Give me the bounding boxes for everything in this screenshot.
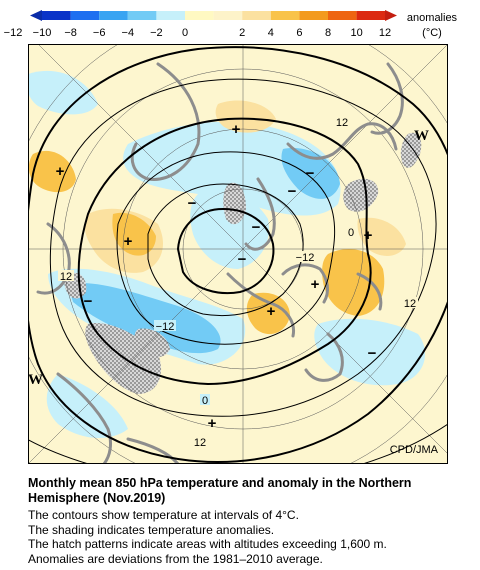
- colorbar-tick: −10: [33, 27, 52, 39]
- anomaly-minus-marker: −: [288, 183, 297, 200]
- anomaly-plus-marker: +: [208, 415, 217, 432]
- colorbar-tick: −4: [122, 27, 135, 39]
- colorbar-tick: −8: [64, 27, 77, 39]
- caption-line: The contours show temperature at interva…: [28, 508, 299, 522]
- anomaly-minus-marker: −: [306, 165, 315, 182]
- coastline: [370, 62, 404, 135]
- contour-label: 12: [194, 437, 206, 449]
- colorbar-tick: 12: [379, 27, 391, 39]
- anomaly-plus-marker: +: [267, 303, 276, 320]
- contour-label: 12: [60, 271, 72, 283]
- colorbar-tick: 8: [325, 27, 331, 39]
- map-credit: CPD/JMA: [389, 444, 438, 456]
- coastline: [226, 272, 296, 338]
- warm-anomaly-region: [28, 150, 76, 193]
- contour-line: [28, 46, 448, 463]
- contour-label: 12: [404, 298, 416, 310]
- anomaly-plus-marker: +: [232, 121, 241, 138]
- colorbar-segment: [99, 11, 128, 20]
- colorbar-right-arrow: [385, 10, 397, 21]
- coastline: [356, 272, 383, 311]
- warm-anomaly-region: [357, 217, 406, 256]
- caption: Monthly mean 850 hPa temperature and ano…: [28, 476, 468, 566]
- colorbar-segment: [70, 11, 100, 20]
- warm-anomaly-region: [215, 100, 276, 133]
- colorbar-tick: 0: [182, 27, 188, 39]
- side-mark: W: [28, 372, 43, 388]
- cool-anomaly-region: [123, 121, 341, 216]
- contour-label: −12: [156, 321, 175, 333]
- contour-line: [176, 207, 275, 295]
- anomaly-plus-marker: +: [56, 163, 65, 180]
- contour-label: 0: [348, 227, 354, 239]
- hatch-region: [343, 178, 379, 212]
- coastline: [130, 62, 201, 181]
- coastline: [126, 437, 180, 464]
- meridian: [242, 44, 448, 250]
- meridian: [37, 44, 244, 250]
- colorbar-tick: −2: [150, 27, 163, 39]
- colorbar-tick: 4: [268, 27, 274, 39]
- anomaly-minus-marker: −: [252, 219, 261, 236]
- colorbar-segments: [42, 11, 386, 20]
- contour-label: 0: [202, 395, 208, 407]
- colorbar-unit: (°C): [422, 27, 442, 39]
- colorbar-segment: [242, 11, 271, 20]
- coastlines: [36, 62, 404, 464]
- colorbar-unit-label: anomalies: [407, 12, 458, 24]
- polar-map: 12 0 −12 12 −12 12 0 12 + + +: [28, 44, 448, 464]
- colorbar-segment: [270, 11, 300, 20]
- hatch-region: [134, 328, 170, 358]
- caption-line: Anomalies are deviations from the 1981–2…: [28, 551, 323, 566]
- colorbar-tick: 2: [239, 27, 245, 39]
- anomaly-shading: [28, 70, 426, 439]
- colorbar-segment: [356, 11, 386, 20]
- map-frame: [28, 44, 448, 464]
- contour-line: [28, 423, 448, 464]
- hatch-region: [223, 182, 246, 225]
- colorbar-segment: [213, 11, 243, 20]
- warm-anomaly-region: [246, 292, 290, 335]
- cool-anomaly-region: [28, 70, 98, 115]
- anomaly-colorbar: −12 −10 −8 −6 −4 −2 0 2 4 6 8 10 12 anom…: [4, 10, 458, 39]
- cool-anomaly-region: [281, 148, 340, 199]
- colorbar-segment: [42, 11, 71, 20]
- colorbar-segment: [127, 11, 157, 20]
- colorbar-tick: 6: [296, 27, 302, 39]
- colorbar-tick: 10: [350, 27, 362, 39]
- warm-anomaly-region: [322, 249, 385, 316]
- caption-title: Monthly mean 850 hPa temperature and ano…: [28, 476, 412, 505]
- caption-line: The hatch patterns indicate areas with a…: [28, 537, 387, 552]
- anomaly-plus-marker: +: [311, 276, 320, 293]
- side-mark: W: [414, 128, 429, 144]
- meridian: [28, 248, 244, 464]
- anomaly-minus-marker: −: [84, 293, 93, 310]
- hatch-region: [400, 132, 422, 168]
- colorbar-segment: [328, 11, 357, 20]
- anomaly-minus-marker: −: [238, 251, 247, 268]
- colorbar-segment: [156, 11, 185, 20]
- anomaly-minus-marker: −: [188, 195, 197, 212]
- colorbar-tick: −12: [4, 27, 23, 39]
- caption-line: The shading indicates temperature anomal…: [28, 522, 275, 537]
- anomaly-plus-marker: +: [124, 233, 133, 250]
- colorbar-segment: [185, 11, 214, 20]
- colorbar-segment: [299, 11, 328, 20]
- anomaly-minus-marker: −: [368, 345, 377, 362]
- contour-line: [77, 117, 372, 386]
- contour-label: 12: [336, 117, 348, 129]
- coastline: [304, 332, 344, 382]
- contour-label: −12: [296, 252, 315, 264]
- cool-anomaly-region: [46, 374, 128, 439]
- meridian: [242, 248, 448, 455]
- coastline: [56, 372, 113, 464]
- coastline: [281, 263, 329, 304]
- colorbar-tick: −6: [93, 27, 106, 39]
- anomaly-plus-marker: +: [364, 227, 373, 244]
- colorbar-left-arrow: [30, 10, 42, 21]
